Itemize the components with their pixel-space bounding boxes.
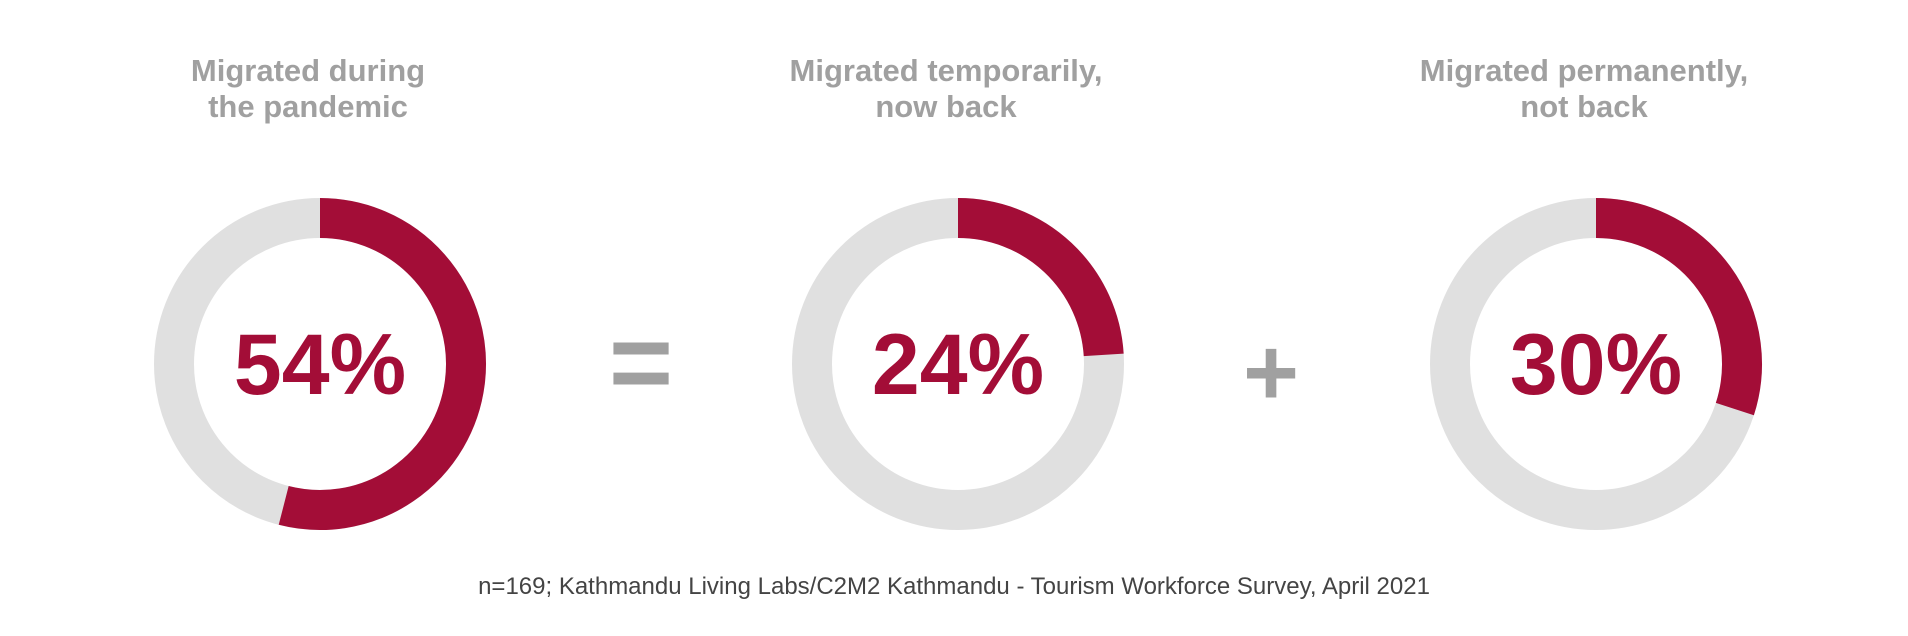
donut-value-label: 30% (1510, 317, 1682, 413)
title-line: the pandemic (208, 89, 408, 124)
donut-value-label: 24% (872, 317, 1044, 413)
donut-title-migrated-during: Migrated during the pandemic (68, 53, 548, 125)
title-line: Migrated temporarily, (789, 53, 1103, 88)
title-line: not back (1520, 89, 1648, 124)
donut-value-arc (1595, 198, 1762, 416)
donut-title-migrated-permanently: Migrated permanently, not back (1344, 53, 1824, 125)
equals-sign: = (608, 301, 674, 424)
donut-value-arc (957, 198, 1124, 357)
title-line: Migrated during (190, 53, 426, 88)
donut-value-label: 54% (234, 317, 406, 413)
source-note: n=169; Kathmandu Living Labs/C2M2 Kathma… (478, 573, 1430, 600)
donut-title-migrated-temporarily: Migrated temporarily, now back (706, 53, 1186, 125)
donut-value-arc (278, 198, 486, 530)
plus-sign: + (1242, 319, 1300, 426)
title-line: now back (875, 89, 1017, 124)
title-line: Migrated permanently, (1419, 53, 1749, 88)
